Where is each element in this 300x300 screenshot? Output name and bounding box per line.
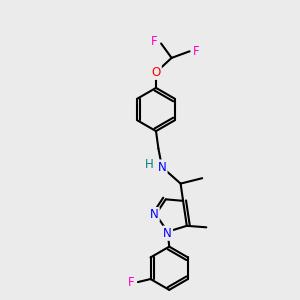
Text: F: F [193, 45, 200, 58]
Text: N: N [150, 208, 159, 221]
Text: F: F [151, 35, 158, 49]
Text: N: N [158, 160, 166, 174]
Text: F: F [128, 275, 135, 289]
Text: N: N [158, 160, 166, 174]
Text: O: O [152, 66, 160, 79]
Text: O: O [152, 66, 160, 79]
Text: H: H [145, 158, 154, 171]
Text: F: F [128, 275, 135, 289]
Text: N: N [150, 208, 159, 221]
Text: F: F [151, 35, 158, 49]
Text: F: F [193, 45, 200, 58]
Text: N: N [163, 226, 172, 240]
Text: H: H [145, 158, 154, 171]
Text: N: N [163, 226, 172, 240]
